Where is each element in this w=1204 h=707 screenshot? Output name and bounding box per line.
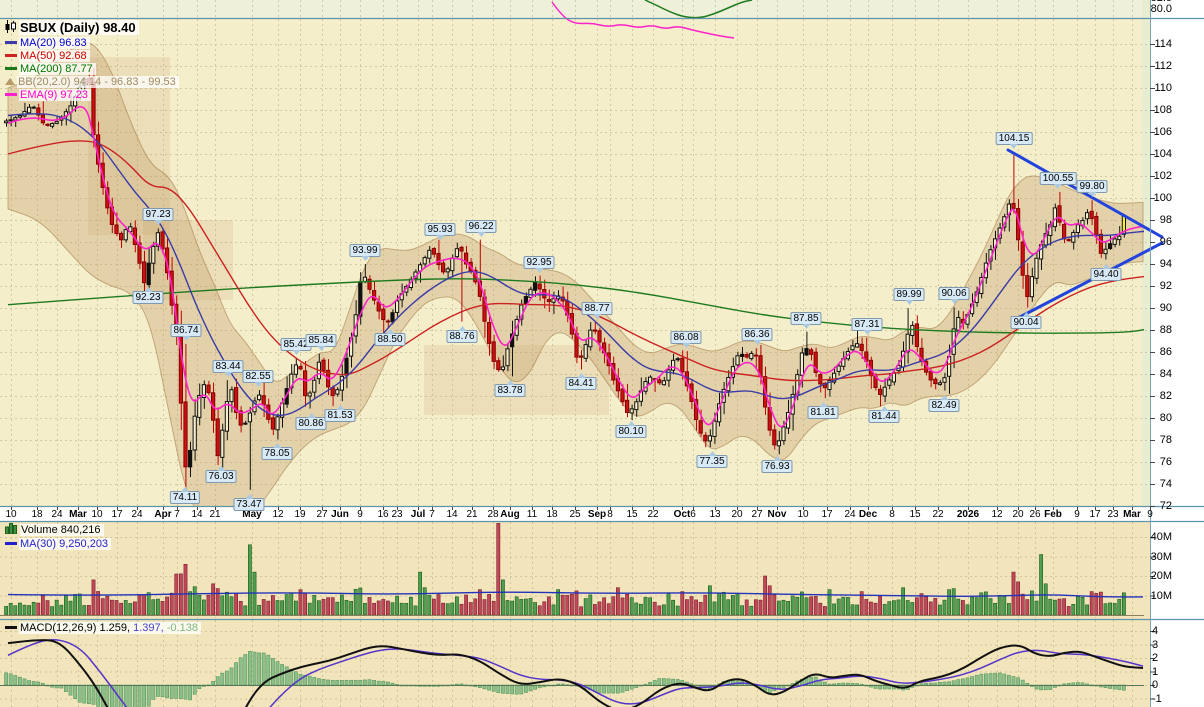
axis-ticks xyxy=(11,44,1155,700)
volume-panel xyxy=(0,523,1144,616)
upper-indicator-fragment xyxy=(551,0,753,39)
trendline xyxy=(1016,241,1164,320)
price-panel xyxy=(4,41,1144,506)
macd-panel xyxy=(0,638,1144,707)
trendline xyxy=(1006,148,1164,239)
